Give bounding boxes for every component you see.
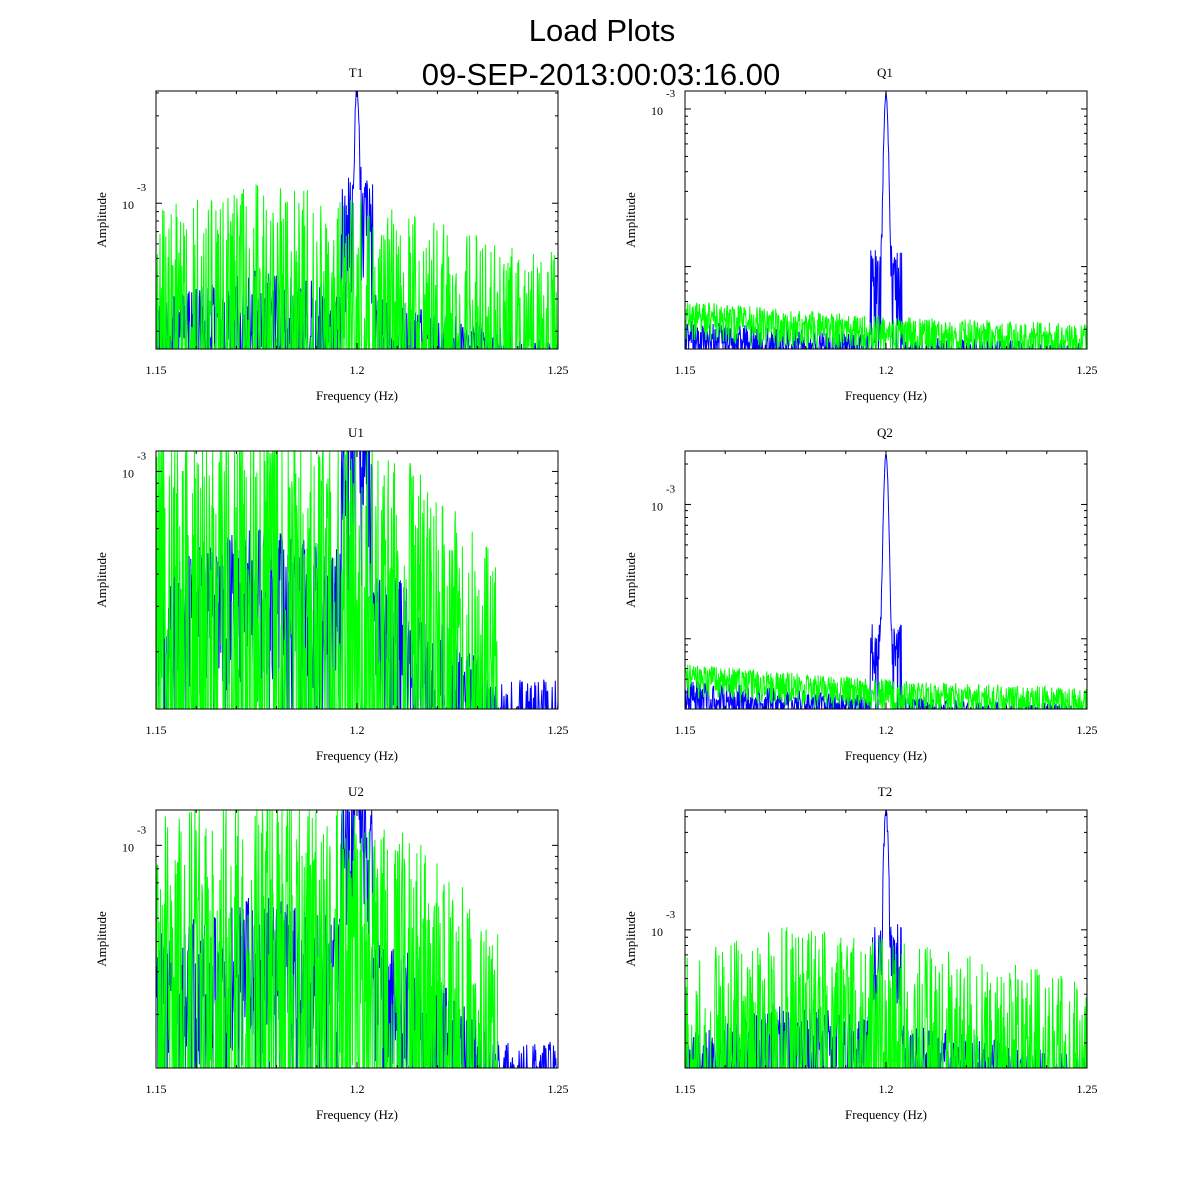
- plot-title: T1: [349, 65, 363, 80]
- x-axis-label: Frequency (Hz): [845, 748, 927, 763]
- y-axis-label: Amplitude: [623, 911, 638, 967]
- y-axis-label: Amplitude: [623, 192, 638, 248]
- plot-series-group: [156, 91, 558, 349]
- x-tick-label: 1.25: [548, 723, 569, 737]
- y-axis-label: Amplitude: [94, 192, 109, 248]
- x-tick-label: 1.2: [879, 1082, 894, 1096]
- y-tick-label-exponent: -3: [137, 824, 147, 836]
- y-tick-label-base: 10: [651, 925, 663, 939]
- y-tick-label-exponent: -3: [666, 909, 676, 921]
- plot-q1: 1.15 1.2 1.25 10-3 Q1 Frequency (Hz) Amplitude: [623, 65, 1098, 403]
- y-tick-label-exponent: -3: [666, 483, 676, 495]
- plot-series-group: [685, 453, 1087, 709]
- x-axis-label: Frequency (Hz): [845, 1107, 927, 1122]
- y-tick-label-base: 10: [651, 104, 663, 118]
- x-axis-label: Frequency (Hz): [316, 388, 398, 403]
- plot-series-group: [685, 91, 1087, 349]
- x-tick-label: 1.25: [1077, 363, 1098, 377]
- x-tick-label: 1.15: [675, 363, 696, 377]
- series-green-line: [156, 184, 558, 349]
- x-tick-label: 1.15: [146, 723, 167, 737]
- x-tick-label: 1.25: [548, 1082, 569, 1096]
- y-tick-label-base: 10: [651, 499, 663, 513]
- plot-title: U1: [348, 425, 364, 440]
- series-green-line: [685, 664, 1087, 709]
- y-axis-label: Amplitude: [94, 552, 109, 608]
- y-tick-label-exponent: -3: [137, 182, 147, 194]
- plot-t2: 1.15 1.2 1.25 10-3 T2 Frequency (Hz) Amplitude: [623, 784, 1098, 1122]
- x-tick-label: 1.25: [548, 363, 569, 377]
- plot-series-group: [156, 810, 558, 1068]
- plot-title: U2: [348, 784, 364, 799]
- x-tick-label: 1.15: [146, 1082, 167, 1096]
- y-tick-label-base: 10: [122, 840, 134, 854]
- x-tick-label: 1.2: [350, 723, 365, 737]
- y-axis-label: Amplitude: [94, 911, 109, 967]
- x-tick-label: 1.15: [675, 723, 696, 737]
- series-green-line: [685, 927, 1087, 1068]
- x-axis-label: Frequency (Hz): [316, 748, 398, 763]
- series-green-line: [156, 810, 499, 1068]
- plot-u2: 1.15 1.2 1.25 10-3 U2 Frequency (Hz) Amplitude: [94, 784, 569, 1122]
- plot-t1: 1.15 1.2 1.25 10-3 T1 Frequency (Hz) Amplitude: [94, 65, 569, 403]
- x-tick-label: 1.25: [1077, 723, 1098, 737]
- x-tick-label: 1.25: [1077, 1082, 1098, 1096]
- y-axis-label: Amplitude: [623, 552, 638, 608]
- plot-frame: [684, 450, 1088, 710]
- x-tick-label: 1.2: [350, 363, 365, 377]
- figure-timestamp: 09-SEP-2013:00:03:16.00: [422, 57, 781, 92]
- plot-title: Q2: [877, 425, 893, 440]
- x-axis-label: Frequency (Hz): [316, 1107, 398, 1122]
- y-tick-label-base: 10: [122, 198, 134, 212]
- y-tick-label-exponent: -3: [137, 450, 147, 462]
- series-green-line: [156, 451, 498, 709]
- y-tick-label-base: 10: [122, 466, 134, 480]
- series-blue-line: [685, 91, 1087, 349]
- plot-series-group: [685, 810, 1087, 1068]
- x-tick-label: 1.15: [146, 363, 167, 377]
- x-axis-label: Frequency (Hz): [845, 388, 927, 403]
- x-tick-label: 1.2: [879, 723, 894, 737]
- y-tick-label-exponent: -3: [666, 88, 676, 100]
- series-green-line: [685, 302, 1087, 349]
- plot-u1: 1.15 1.2 1.25 10-3 U1 Frequency (Hz) Amplitude: [94, 425, 569, 763]
- plot-title: T2: [878, 784, 892, 799]
- x-tick-label: 1.2: [879, 363, 894, 377]
- plot-series-group: [156, 451, 558, 709]
- plot-q2: 1.15 1.2 1.25 10-3 Q2 Frequency (Hz) Amplitude: [623, 425, 1098, 763]
- figure-title: Load Plots: [529, 13, 676, 48]
- x-tick-label: 1.2: [350, 1082, 365, 1096]
- x-tick-label: 1.15: [675, 1082, 696, 1096]
- plot-title: Q1: [877, 65, 893, 80]
